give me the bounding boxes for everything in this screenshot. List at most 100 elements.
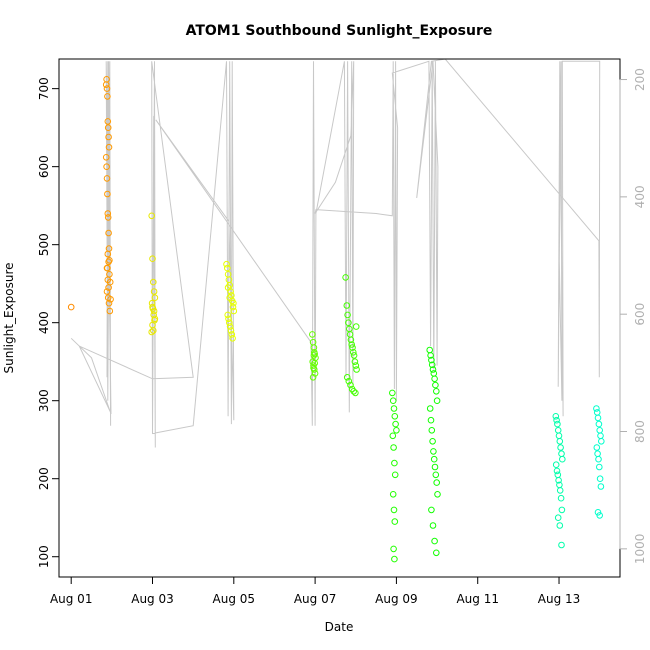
data-point — [349, 344, 356, 351]
data-point — [225, 315, 232, 323]
data-point — [593, 409, 601, 416]
data-point — [230, 299, 237, 307]
data-point — [103, 76, 110, 83]
data-point — [347, 336, 355, 344]
data-point — [596, 427, 604, 434]
data-point — [593, 444, 601, 451]
data-point — [431, 375, 438, 383]
data-point — [427, 352, 434, 359]
data-point — [554, 514, 562, 522]
data-point — [148, 328, 155, 336]
data-point — [390, 506, 398, 514]
data-points-layer — [67, 76, 605, 563]
data-point — [309, 374, 317, 381]
data-point — [103, 85, 111, 92]
y2-tick-label: 800 — [633, 420, 647, 443]
data-point — [390, 545, 397, 553]
data-point — [226, 294, 233, 302]
data-point — [393, 427, 400, 434]
data-point — [391, 459, 398, 467]
data-point — [556, 438, 564, 445]
data-point — [558, 450, 565, 458]
data-point — [310, 352, 318, 359]
data-point — [594, 450, 601, 458]
data-point — [558, 506, 566, 514]
data-point — [426, 405, 434, 412]
data-point — [432, 381, 439, 389]
data-point — [105, 133, 112, 141]
data-point — [103, 175, 111, 182]
data-point — [223, 260, 230, 268]
data-point — [433, 388, 440, 395]
data-point — [309, 331, 316, 338]
data-point — [226, 319, 233, 327]
data-point — [230, 307, 238, 315]
data-point — [229, 335, 236, 342]
x-axis-label: Date — [325, 620, 354, 634]
data-point — [431, 463, 439, 471]
data-point — [389, 397, 397, 405]
data-point — [391, 413, 399, 420]
data-point — [429, 438, 436, 445]
data-point — [428, 427, 436, 434]
data-point — [553, 416, 560, 424]
data-point — [429, 522, 437, 529]
data-point — [149, 303, 156, 311]
data-point — [596, 512, 604, 519]
data-point — [151, 294, 159, 302]
data-point — [389, 432, 397, 440]
data-point — [345, 377, 353, 385]
data-point — [430, 455, 438, 463]
data-point — [107, 296, 114, 303]
data-point — [151, 315, 159, 323]
data-point — [103, 163, 110, 170]
data-point — [554, 471, 562, 479]
data-point — [430, 370, 438, 377]
data-point — [149, 255, 156, 263]
x-axis: Aug 01 Aug 03 Aug 05 Aug 07 Aug 09 Aug 11 Aug … — [50, 576, 581, 606]
x-tick-label: Aug 13 — [538, 592, 581, 606]
data-point — [598, 438, 605, 445]
y2-axis: 200 400 600 800 1000 — [619, 68, 647, 564]
x-tick-label: Aug 01 — [50, 592, 93, 606]
data-point — [554, 427, 562, 434]
data-point — [428, 506, 435, 514]
data-point — [391, 518, 399, 525]
data-point — [102, 154, 110, 161]
data-point — [224, 264, 231, 272]
data-point — [350, 388, 358, 395]
data-point — [106, 307, 114, 315]
data-point — [552, 413, 560, 420]
data-point — [433, 479, 441, 486]
data-point — [348, 341, 356, 348]
data-point — [593, 405, 600, 412]
data-point — [555, 432, 563, 440]
y2-tick-label: 200 — [633, 68, 647, 91]
data-point — [595, 455, 602, 463]
y-tick-label: 100 — [37, 545, 51, 568]
y-tick-label: 400 — [37, 311, 51, 334]
data-point — [433, 549, 440, 557]
plot-frame — [58, 58, 621, 578]
data-point — [228, 331, 236, 338]
data-point — [596, 463, 603, 471]
data-point — [352, 362, 360, 369]
data-point — [311, 349, 318, 356]
y2-tick-label: 400 — [633, 185, 647, 208]
data-point — [428, 361, 436, 369]
data-point — [552, 461, 560, 469]
data-point — [343, 302, 351, 309]
data-point — [350, 349, 357, 356]
data-point — [350, 352, 358, 359]
data-point — [427, 416, 435, 424]
data-point — [105, 299, 113, 307]
data-point — [310, 344, 318, 351]
y-tick-label: 300 — [37, 389, 51, 412]
data-point — [430, 448, 437, 455]
data-point — [310, 364, 317, 372]
y-tick-label: 500 — [37, 233, 51, 256]
data-point — [229, 303, 237, 311]
data-point — [104, 250, 112, 258]
data-point — [557, 494, 565, 502]
